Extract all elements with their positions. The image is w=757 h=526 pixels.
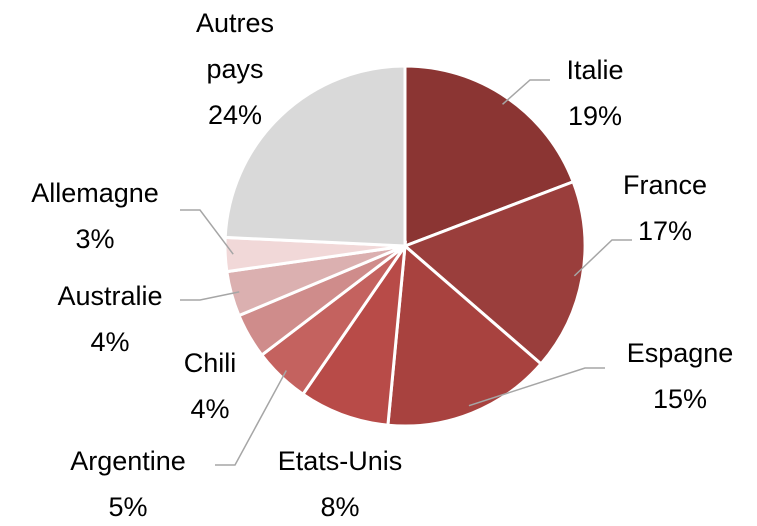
slice-value-label: 4% [190, 394, 229, 424]
slice-label: Argentine [70, 446, 186, 476]
slice-label: Espagne [627, 338, 734, 368]
slice-label: Autres pays [196, 8, 274, 84]
slice-label: Australie [57, 281, 162, 311]
slice-value-label: 19% [568, 101, 622, 131]
slice-value-label: 8% [320, 492, 359, 522]
leader-line [215, 370, 287, 466]
slice-value-label: 15% [653, 384, 707, 414]
leader-line [180, 209, 234, 255]
pie-slice [386, 242, 544, 428]
slice-value-label: 3% [75, 224, 114, 254]
slice-value-label: 17% [638, 216, 692, 246]
slice-value-label: 24% [208, 100, 262, 130]
leader-line [573, 239, 632, 277]
pie-slice [403, 64, 576, 249]
pie-slice [402, 179, 587, 366]
slice-label: France [623, 170, 707, 200]
pie-slice [300, 240, 408, 427]
slice-value-label: 4% [90, 327, 129, 357]
slice-label: Italie [566, 55, 623, 85]
slice-value-label: 5% [108, 492, 147, 522]
leader-line [502, 79, 550, 105]
pie-slice [223, 64, 407, 248]
slice-label: Allemagne [31, 178, 159, 208]
leader-line [180, 291, 240, 301]
slice-label: Chili [184, 348, 237, 378]
leader-line [468, 367, 605, 407]
slice-label: Etats-Unis [278, 446, 403, 476]
